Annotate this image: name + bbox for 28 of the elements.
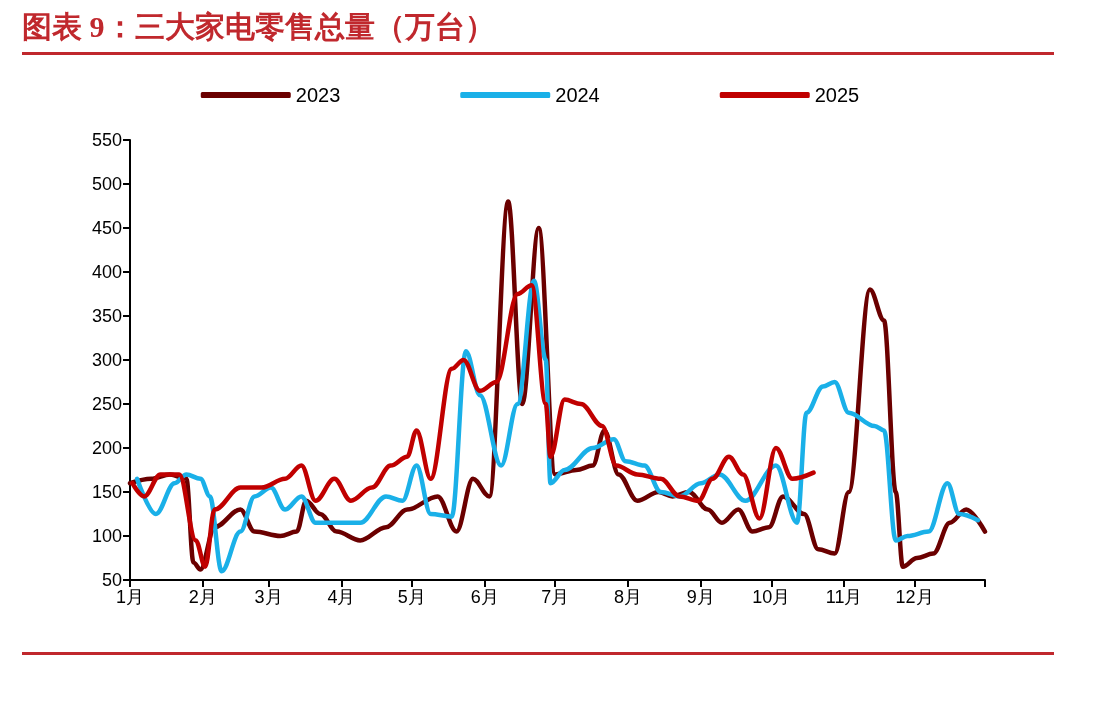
y-tick-label: 500 [91, 174, 122, 194]
y-tick-label: 250 [91, 394, 122, 414]
x-tick-label: 1月 [115, 587, 145, 607]
x-tick-label: 6月 [470, 587, 499, 607]
y-tick-label: 50 [101, 570, 122, 590]
x-tick-label: 4月 [327, 587, 356, 607]
x-tick-label: 2月 [188, 587, 217, 607]
y-tick-label: 150 [91, 482, 122, 502]
x-tick-label: 5月 [397, 587, 426, 607]
y-tick-label: 450 [91, 218, 122, 238]
line-series [130, 282, 816, 570]
x-tick-label: 3月 [254, 587, 283, 607]
y-tick-label: 100 [91, 526, 122, 546]
legend-label: 2023 [295, 84, 341, 106]
x-tick-label: 8月 [613, 587, 642, 607]
chart-title: 图表 9：三大家电零售总量（万台） [22, 4, 1054, 55]
x-tick-label: 10月 [752, 587, 791, 607]
x-tick-label: 11月 [825, 587, 863, 607]
y-tick-label: 350 [91, 306, 122, 326]
y-tick-label: 550 [91, 130, 122, 150]
y-tick-label: 200 [91, 438, 122, 458]
legend-label: 2024 [555, 84, 600, 106]
legend-label: 2025 [814, 84, 860, 106]
x-tick-label: 12月 [895, 587, 934, 607]
y-tick-label: 400 [91, 262, 122, 282]
x-tick-label: 9月 [686, 587, 715, 607]
y-tick-label: 300 [91, 350, 122, 370]
x-tick-label: 7月 [541, 587, 570, 607]
